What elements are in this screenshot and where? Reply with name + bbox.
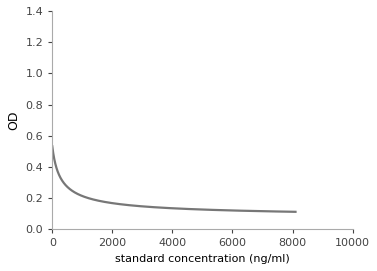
X-axis label: standard concentration (ng/ml): standard concentration (ng/ml) — [115, 254, 290, 264]
Y-axis label: OD: OD — [7, 111, 20, 130]
